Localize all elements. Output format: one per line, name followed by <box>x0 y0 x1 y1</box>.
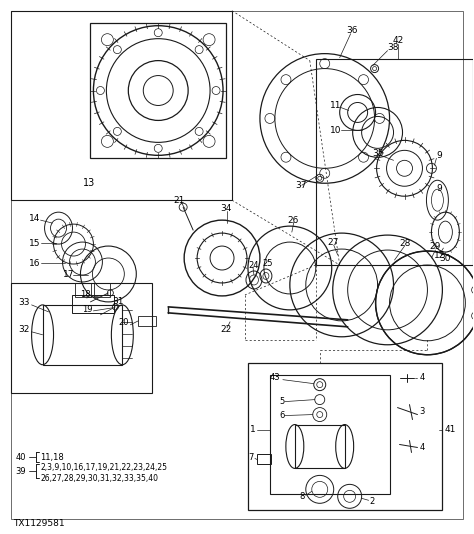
Text: 13: 13 <box>83 178 96 189</box>
Text: 2,3,9,10,16,17,19,21,22,23,24,25: 2,3,9,10,16,17,19,21,22,23,24,25 <box>41 463 168 472</box>
Text: 17: 17 <box>63 271 74 279</box>
Bar <box>257 454 271 465</box>
Text: TX1129581: TX1129581 <box>13 519 64 528</box>
Bar <box>11 11 232 200</box>
Text: 2: 2 <box>370 497 375 506</box>
Text: 6: 6 <box>280 411 285 420</box>
Text: 35: 35 <box>373 149 384 158</box>
Text: 16: 16 <box>28 258 40 268</box>
Text: 9: 9 <box>437 151 442 160</box>
Text: 20: 20 <box>118 318 129 327</box>
Text: 25: 25 <box>262 258 273 268</box>
Text: 39: 39 <box>16 467 26 476</box>
Text: 24: 24 <box>248 261 258 270</box>
Bar <box>248 363 442 511</box>
Text: 4: 4 <box>419 443 425 452</box>
Bar <box>316 59 474 265</box>
Text: 43: 43 <box>270 373 281 382</box>
Text: 12: 12 <box>434 250 446 260</box>
Text: 14: 14 <box>28 214 40 223</box>
Text: 4: 4 <box>419 373 425 382</box>
Text: 42: 42 <box>392 36 404 45</box>
Text: 11: 11 <box>330 101 341 110</box>
Text: 7: 7 <box>248 453 253 462</box>
Bar <box>75 283 91 297</box>
Text: 41: 41 <box>445 425 456 434</box>
Text: 15: 15 <box>28 239 40 248</box>
Text: 29: 29 <box>429 241 441 250</box>
Text: 32: 32 <box>18 325 30 334</box>
Bar <box>91 23 226 158</box>
Bar <box>94 283 110 297</box>
Text: 33: 33 <box>18 299 30 308</box>
Text: 28: 28 <box>400 239 411 248</box>
Text: 38: 38 <box>388 43 399 52</box>
Text: 22: 22 <box>220 325 231 334</box>
Text: 21: 21 <box>173 195 184 205</box>
Text: 26,27,28,29,30,31,32,33,35,40: 26,27,28,29,30,31,32,33,35,40 <box>41 474 159 483</box>
Bar <box>43 305 122 365</box>
Text: 27: 27 <box>328 238 339 247</box>
Bar <box>270 375 390 494</box>
Bar <box>73 295 114 313</box>
Bar <box>295 425 345 468</box>
Text: 30: 30 <box>439 254 451 263</box>
Text: 36: 36 <box>346 26 358 35</box>
Text: 1: 1 <box>250 425 255 434</box>
Text: 5: 5 <box>280 397 285 406</box>
Text: 3: 3 <box>419 407 425 416</box>
Text: 34: 34 <box>220 203 231 213</box>
Text: 31: 31 <box>112 297 124 307</box>
Text: 18: 18 <box>81 290 91 300</box>
Text: 40: 40 <box>16 453 26 462</box>
Text: 19: 19 <box>82 305 93 315</box>
Bar <box>138 316 156 326</box>
Text: 11,18: 11,18 <box>41 453 64 462</box>
Bar <box>11 283 152 392</box>
Text: 8: 8 <box>300 492 305 501</box>
Text: 9: 9 <box>437 184 442 193</box>
Text: 10: 10 <box>330 126 341 135</box>
Text: 26: 26 <box>288 216 299 225</box>
Text: 37: 37 <box>295 180 306 190</box>
